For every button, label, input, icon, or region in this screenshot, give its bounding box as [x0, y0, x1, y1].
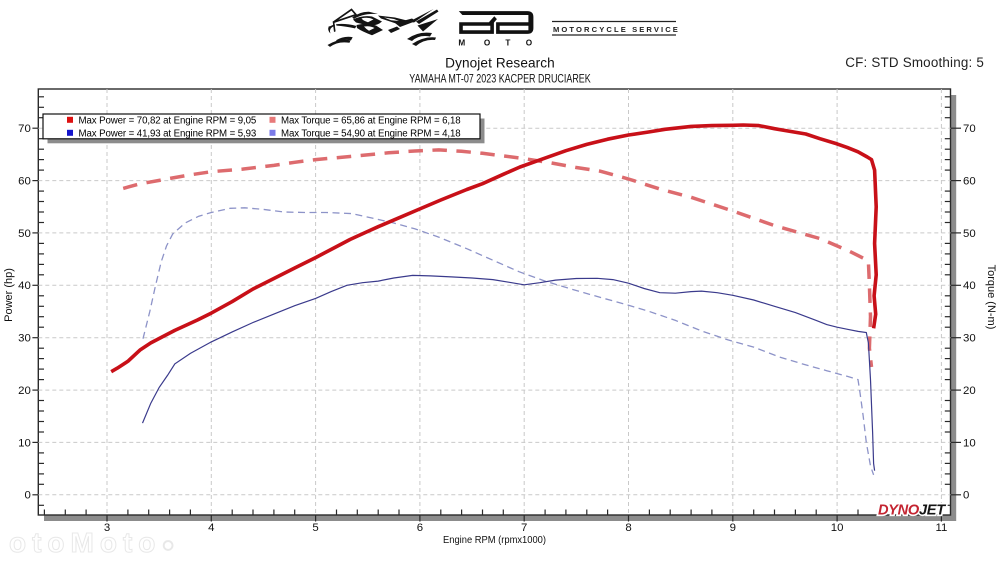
svg-text:7: 7 [521, 522, 527, 534]
svg-text:10: 10 [963, 437, 976, 449]
svg-text:0: 0 [24, 490, 30, 502]
svg-text:6: 6 [417, 522, 423, 534]
svg-text:30: 30 [963, 333, 976, 345]
svg-text:Torque (N-m): Torque (N-m) [985, 265, 997, 330]
svg-text:O: O [484, 38, 491, 47]
svg-text:Max Power = 70,82 at Engine RP: Max Power = 70,82 at Engine RPM = 9,05 [79, 115, 257, 126]
svg-text:20: 20 [963, 385, 976, 397]
svg-text:YAMAHA MT-07 2023 KACPER DRUCI: YAMAHA MT-07 2023 KACPER DRUCIAREK [409, 74, 591, 86]
svg-text:9: 9 [730, 522, 736, 534]
svg-text:10: 10 [18, 437, 31, 449]
svg-text:MOTORCYCLE SERVICE: MOTORCYCLE SERVICE [553, 25, 680, 34]
svg-text:T: T [505, 38, 510, 47]
svg-text:DYNOJET: DYNOJET [878, 503, 946, 519]
svg-text:5: 5 [312, 522, 318, 534]
svg-text:otoMoto○: otoMoto○ [9, 527, 181, 558]
svg-text:10: 10 [831, 522, 844, 534]
svg-text:3: 3 [104, 522, 110, 534]
svg-text:CF: STD Smoothing: 5: CF: STD Smoothing: 5 [845, 55, 984, 70]
svg-text:50: 50 [963, 228, 976, 240]
svg-text:M: M [458, 38, 465, 47]
svg-text:11: 11 [935, 522, 947, 534]
svg-text:40: 40 [963, 280, 976, 292]
svg-text:20: 20 [18, 385, 31, 397]
svg-text:Dynojet Research: Dynojet Research [445, 56, 555, 71]
svg-text:DYNOJET: DYNOJET [878, 503, 946, 519]
svg-text:60: 60 [18, 176, 31, 188]
svg-text:40: 40 [18, 280, 31, 292]
svg-text:Power (hp): Power (hp) [3, 268, 15, 322]
svg-text:50: 50 [18, 228, 31, 240]
svg-text:Max Torque = 54,90 at Engine R: Max Torque = 54,90 at Engine RPM = 4,18 [281, 128, 461, 139]
svg-text:Engine RPM (rpmx1000): Engine RPM (rpmx1000) [443, 535, 546, 547]
svg-text:O: O [526, 38, 533, 47]
svg-text:70: 70 [18, 123, 31, 135]
svg-text:Max Torque = 65,86 at Engine R: Max Torque = 65,86 at Engine RPM = 6,18 [281, 115, 461, 126]
svg-text:30: 30 [18, 333, 31, 345]
svg-text:4: 4 [208, 522, 214, 534]
svg-text:0: 0 [963, 490, 969, 502]
svg-text:70: 70 [963, 123, 976, 135]
svg-text:60: 60 [963, 176, 976, 188]
svg-text:Max Power = 41,93 at Engine RP: Max Power = 41,93 at Engine RPM = 5,93 [79, 128, 257, 139]
svg-text:8: 8 [625, 522, 631, 534]
